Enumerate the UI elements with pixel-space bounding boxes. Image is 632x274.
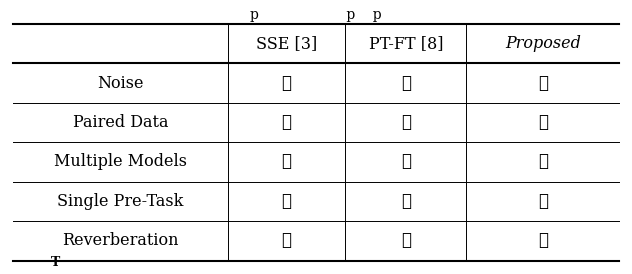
Text: ✓: ✓ (538, 153, 548, 170)
Text: ✓: ✓ (538, 75, 548, 92)
Text: ✓: ✓ (401, 75, 411, 92)
Text: ✓: ✓ (282, 232, 291, 249)
Text: ✓: ✓ (401, 114, 411, 131)
Text: Single Pre-Task: Single Pre-Task (57, 193, 183, 210)
Text: ✓: ✓ (538, 114, 548, 131)
Text: Noise: Noise (97, 75, 143, 92)
Text: ✓: ✓ (282, 153, 291, 170)
Text: Proposed: Proposed (505, 35, 581, 52)
Text: ✗: ✗ (401, 193, 411, 210)
Text: SSE [3]: SSE [3] (256, 35, 317, 52)
Text: ✓: ✓ (538, 232, 548, 249)
Text: Paired Data: Paired Data (73, 114, 168, 131)
Text: ✗: ✗ (401, 232, 411, 249)
Text: PT-FT [8]: PT-FT [8] (368, 35, 443, 52)
Text: ✗: ✗ (282, 75, 291, 92)
Text: ✗: ✗ (401, 153, 411, 170)
Text: ✓: ✓ (282, 193, 291, 210)
Text: p                    p    p: p p p (250, 8, 382, 22)
Text: Multiple Models: Multiple Models (54, 153, 187, 170)
Text: ✗: ✗ (282, 114, 291, 131)
Text: T: T (51, 256, 60, 269)
Text: ✗: ✗ (538, 193, 548, 210)
Text: Reverberation: Reverberation (62, 232, 179, 249)
